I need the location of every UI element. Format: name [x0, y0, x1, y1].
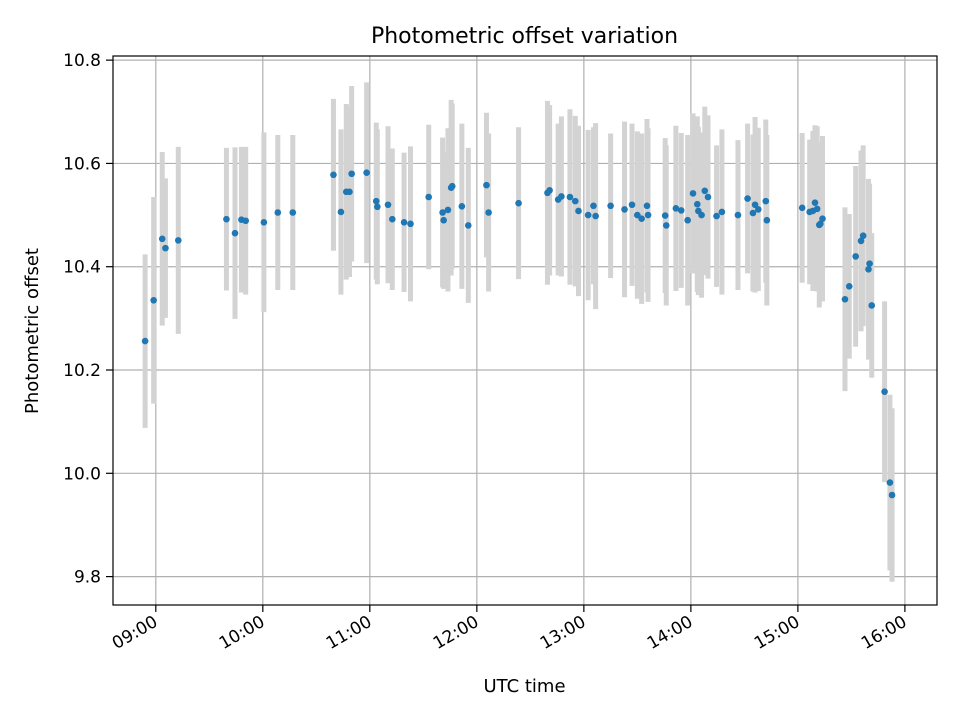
grid-lines [113, 56, 937, 605]
data-point [754, 206, 762, 213]
x-axis-label: UTC time [483, 676, 565, 697]
data-point [662, 222, 670, 229]
data-point [330, 171, 337, 179]
data-point [346, 188, 353, 196]
data-point [886, 479, 894, 486]
data-point [223, 215, 230, 223]
data-point [231, 229, 239, 237]
data-point [866, 260, 873, 267]
data-point [868, 302, 876, 309]
data-point [440, 216, 447, 224]
data-point [584, 211, 592, 219]
data-point [661, 212, 669, 219]
y-tick-label: 10.6 [63, 154, 101, 174]
data-point [337, 208, 345, 216]
data-point [751, 201, 759, 209]
data-point [141, 337, 149, 345]
data-point [372, 197, 380, 205]
data-point [811, 199, 819, 206]
data-point [718, 208, 726, 216]
data-point [566, 193, 574, 201]
y-tick-label: 9.8 [74, 568, 101, 588]
data-point [174, 237, 182, 244]
data-point [859, 232, 867, 240]
axes-frame [112, 55, 938, 606]
data-point [817, 220, 824, 228]
data-point [643, 202, 651, 210]
data-point [425, 193, 432, 201]
data-point [592, 212, 599, 220]
data-point [744, 195, 751, 202]
data-point [162, 244, 169, 252]
data-point [881, 388, 888, 396]
y-axis-label: Photometric offset [22, 248, 43, 414]
data-point [798, 204, 806, 212]
y-tick-label: 10.2 [63, 361, 101, 381]
data-point [762, 197, 770, 205]
data-point [448, 182, 456, 190]
data-point [693, 200, 701, 208]
data-point [458, 202, 466, 210]
data-point [888, 491, 896, 499]
data-point [590, 202, 597, 210]
data-point [515, 199, 522, 207]
data-point [374, 203, 381, 211]
data-point [865, 265, 872, 273]
data-point [621, 206, 628, 213]
y-tick-label: 10.4 [63, 258, 101, 278]
data-point [464, 222, 472, 229]
data-point [485, 209, 492, 216]
data-point [444, 206, 452, 214]
data-point [698, 211, 705, 219]
data-point [701, 187, 709, 195]
data-point [439, 209, 446, 216]
data-point [644, 211, 652, 219]
data-point [558, 193, 565, 200]
data-point [407, 220, 414, 228]
chart-title: Photometric offset variation [371, 24, 678, 49]
data-point [857, 237, 865, 245]
data-point [363, 169, 370, 177]
data-point [274, 209, 282, 216]
data-point [684, 216, 691, 224]
data-point [704, 193, 712, 201]
data-point [852, 253, 859, 260]
data-point [689, 190, 697, 197]
data-point [841, 295, 849, 303]
data-point [483, 181, 490, 189]
data-point [546, 186, 553, 194]
data-point [400, 219, 408, 226]
data-point [763, 216, 771, 224]
data-point [713, 212, 720, 220]
data-point [638, 215, 645, 222]
data-point [677, 207, 685, 214]
data-point [672, 205, 680, 212]
data-point [158, 235, 166, 243]
data-point [845, 283, 853, 290]
data-point [628, 201, 636, 209]
y-tick-label: 10.0 [63, 464, 101, 484]
data-point [260, 219, 268, 226]
y-tick-label: 10.8 [63, 51, 101, 71]
data-point [289, 209, 297, 216]
data-points [141, 169, 896, 499]
data-point [575, 207, 582, 215]
data-point [150, 296, 157, 304]
data-point [749, 209, 757, 217]
data-point [734, 211, 742, 219]
data-point [348, 170, 355, 178]
data-point [389, 215, 396, 223]
data-point [607, 202, 614, 210]
data-point [242, 217, 249, 225]
data-point [813, 205, 821, 213]
data-point [571, 197, 579, 205]
data-point [384, 201, 392, 209]
data-point [819, 215, 826, 222]
